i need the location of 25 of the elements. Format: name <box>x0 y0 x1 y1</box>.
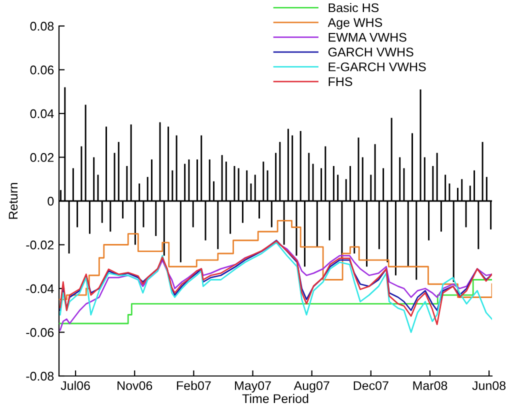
legend-label: FHS <box>328 77 352 86</box>
x-tick-label: Aug07 <box>294 381 330 393</box>
y-tick-label: 0.04 <box>30 109 54 118</box>
y-tick-label: 0 <box>48 196 54 206</box>
x-tick-label: Mar08 <box>413 381 448 390</box>
y-tick-label: 0.08 <box>30 22 54 31</box>
legend-label: E-GARCH VWHS <box>328 62 426 72</box>
y-tick-label: -0.08 <box>26 372 54 381</box>
y-axis-title: Return <box>8 183 18 219</box>
y-tick-label: -0.06 <box>26 328 54 337</box>
y-tick-label: -0.04 <box>26 284 54 294</box>
y-tick-label: -0.02 <box>26 240 54 250</box>
x-tick-label: Nov06 <box>118 381 152 390</box>
legend-label: EWMA VWHS <box>328 32 406 42</box>
x-tick-label: Jul06 <box>60 380 90 390</box>
legend-label: GARCH VWHS <box>328 48 414 57</box>
y-tick-label: 0.02 <box>30 153 54 162</box>
x-tick-label: Dec07 <box>354 381 388 390</box>
legend-label: Age WHS <box>328 18 382 30</box>
x-tick-label: Jun08 <box>472 381 506 390</box>
x-axis-title: Time Period <box>242 394 308 404</box>
legend-label: Basic HS <box>328 3 379 12</box>
x-tick-label: Feb07 <box>176 380 211 390</box>
y-tick-label: 0.06 <box>30 66 54 74</box>
x-tick-label: May07 <box>235 381 271 393</box>
